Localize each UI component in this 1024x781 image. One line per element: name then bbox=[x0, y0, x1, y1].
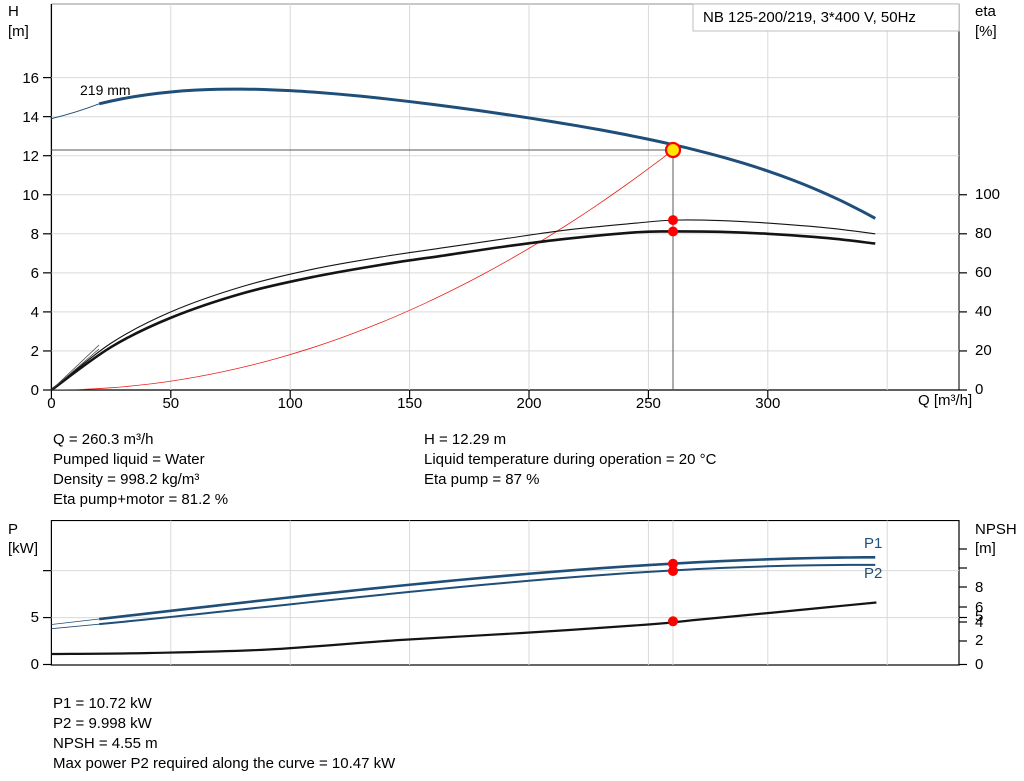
svg-text:10: 10 bbox=[22, 187, 39, 204]
svg-text:P2: P2 bbox=[864, 565, 882, 582]
svg-text:6: 6 bbox=[31, 265, 39, 282]
svg-text:219 mm: 219 mm bbox=[80, 82, 131, 98]
svg-text:[m]: [m] bbox=[8, 23, 29, 40]
svg-text:60: 60 bbox=[975, 264, 992, 281]
svg-text:300: 300 bbox=[755, 395, 780, 412]
svg-text:NB 125-200/219, 3*400 V, 50Hz: NB 125-200/219, 3*400 V, 50Hz bbox=[703, 9, 916, 26]
svg-text:0: 0 bbox=[975, 656, 983, 673]
svg-text:NPSH: NPSH bbox=[975, 521, 1017, 538]
svg-text:16: 16 bbox=[22, 70, 39, 87]
svg-text:2: 2 bbox=[31, 343, 39, 360]
svg-text:eta: eta bbox=[975, 3, 997, 20]
svg-text:0: 0 bbox=[31, 656, 39, 673]
svg-text:0: 0 bbox=[47, 395, 55, 412]
svg-text:P1: P1 bbox=[864, 535, 882, 552]
svg-text:[%]: [%] bbox=[975, 23, 997, 40]
svg-text:P: P bbox=[8, 521, 18, 538]
svg-text:0: 0 bbox=[975, 381, 983, 398]
svg-text:H: H bbox=[8, 3, 19, 20]
svg-text:4: 4 bbox=[31, 304, 39, 321]
svg-text:50: 50 bbox=[162, 395, 179, 412]
svg-text:Q [m³/h]: Q [m³/h] bbox=[918, 392, 972, 409]
svg-text:[kW]: [kW] bbox=[8, 540, 38, 557]
svg-text:8: 8 bbox=[975, 579, 983, 596]
svg-text:20: 20 bbox=[975, 342, 992, 359]
svg-text:250: 250 bbox=[636, 395, 661, 412]
svg-text:8: 8 bbox=[31, 226, 39, 243]
svg-text:4: 4 bbox=[975, 614, 983, 631]
svg-text:0: 0 bbox=[31, 382, 39, 399]
svg-text:80: 80 bbox=[975, 225, 992, 242]
svg-text:[m]: [m] bbox=[975, 540, 996, 557]
svg-text:200: 200 bbox=[516, 395, 541, 412]
svg-text:100: 100 bbox=[975, 186, 1000, 203]
svg-text:5: 5 bbox=[31, 609, 39, 626]
svg-text:100: 100 bbox=[278, 395, 303, 412]
svg-text:150: 150 bbox=[397, 395, 422, 412]
svg-text:2: 2 bbox=[975, 632, 983, 649]
svg-text:40: 40 bbox=[975, 303, 992, 320]
svg-text:12: 12 bbox=[22, 148, 39, 165]
svg-text:14: 14 bbox=[22, 109, 39, 126]
